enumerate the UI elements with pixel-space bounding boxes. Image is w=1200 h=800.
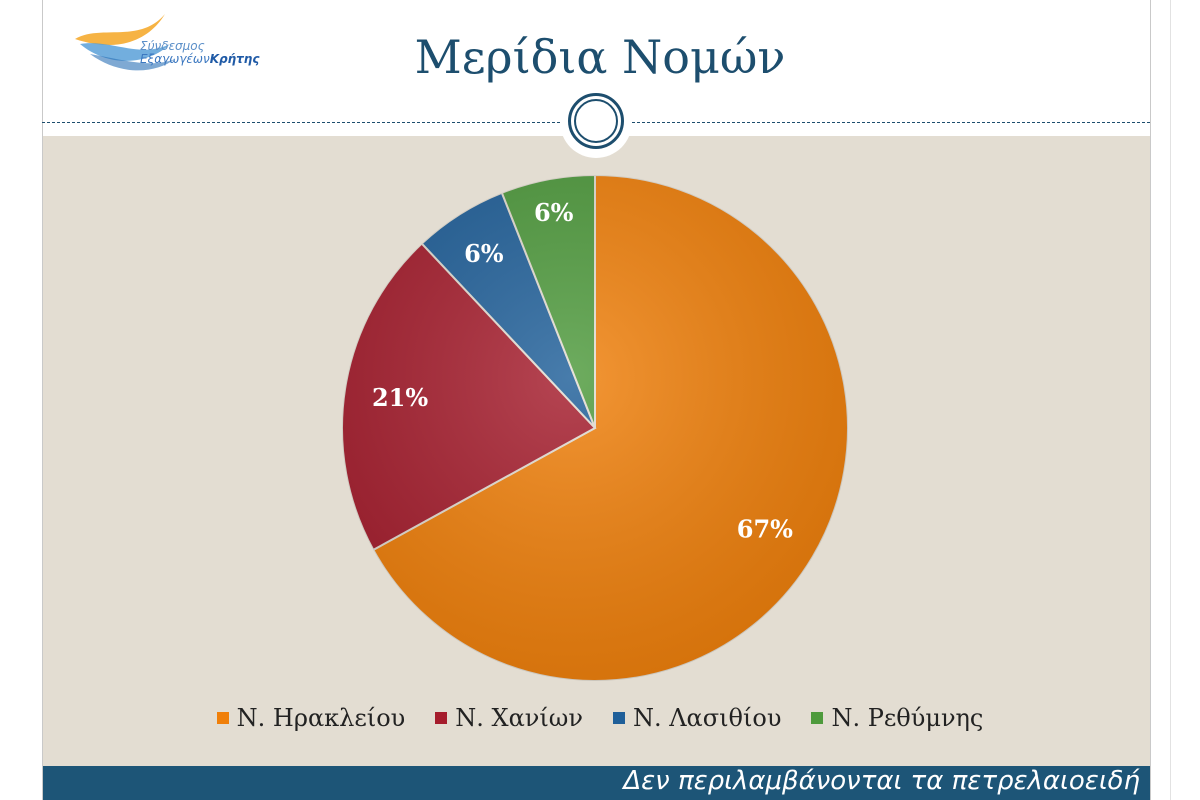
pie-data-label-2: 21% bbox=[372, 383, 428, 412]
pie-data-labels: 67% 21% 6% 6% bbox=[372, 198, 793, 544]
legend-swatch-4 bbox=[811, 712, 824, 724]
legend-item-4: Ν. Ρεθύμνης bbox=[811, 704, 983, 732]
legend-label-2: Ν. Χανίων bbox=[455, 704, 583, 732]
legend-swatch-2 bbox=[435, 712, 448, 724]
legend-item-2: Ν. Χανίων bbox=[435, 704, 583, 732]
header-badge-inner-ring bbox=[574, 99, 618, 143]
pie-slices bbox=[341, 173, 849, 682]
logo-text-line2: ΕξαγωγέωνΚρήτης bbox=[140, 52, 259, 66]
page-title: Μερίδια Νομών bbox=[414, 30, 786, 84]
footer-note: Δεν περιλαμβάνονται τα πετρελαιοειδή bbox=[623, 766, 1140, 796]
logo-text-line1: Σύνδεσμος bbox=[140, 39, 205, 53]
legend-label-4: Ν. Ρεθύμνης bbox=[831, 704, 984, 732]
legend-label-1: Ν. Ηρακλείου bbox=[236, 704, 406, 732]
legend-label-3: Ν. Λασιθίου bbox=[632, 704, 782, 732]
legend-item-3: Ν. Λασιθίου bbox=[612, 704, 782, 732]
pie-data-label-1: 67% bbox=[737, 514, 793, 543]
chart-legend: Ν. Ηρακλείου Ν. Χανίων Ν. Λασιθίου Ν. Ρεθύμ… bbox=[0, 704, 1200, 732]
pie-data-label-3: 6% bbox=[464, 239, 504, 268]
logo-text-line2-prefix: Εξαγωγέων bbox=[140, 52, 210, 66]
legend-swatch-3 bbox=[612, 712, 625, 724]
legend-item-1: Ν. Ηρακλείου bbox=[216, 704, 406, 732]
frame-left-border bbox=[42, 0, 43, 800]
legend-swatch-1 bbox=[216, 712, 229, 724]
frame-right-border bbox=[1150, 0, 1151, 800]
pie-data-label-4: 6% bbox=[534, 198, 574, 227]
footer-bar: Δεν περιλαμβάνονται τα πετρελαιοειδή bbox=[43, 766, 1150, 800]
logo-text-line2-bold: Κρήτης bbox=[209, 52, 260, 66]
logo-swoosh-icon bbox=[75, 14, 175, 71]
frame-right-border-outer bbox=[1170, 0, 1171, 800]
